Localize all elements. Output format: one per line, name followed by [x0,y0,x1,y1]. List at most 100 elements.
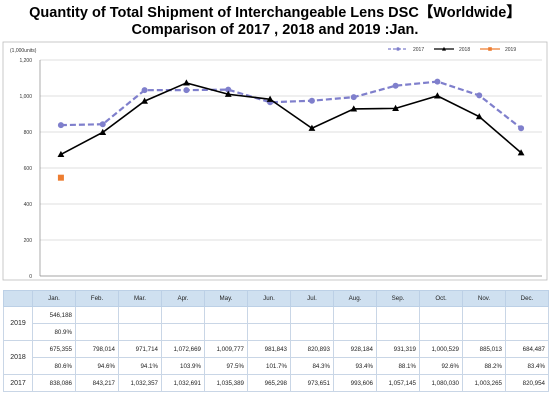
units-cell: 546,188 [32,306,76,324]
units-cell: 1,032,357 [118,374,162,392]
ratio-cell: 93.4% [333,357,377,375]
units-cell: 1,000,529 [419,340,463,358]
units-cell [505,306,549,324]
chart-title-line1: Quantity of Total Shipment of Interchang… [29,5,521,21]
ratio-cell [419,323,463,341]
y-tick-label: 0 [29,274,32,280]
ratio-cell [290,323,334,341]
ratio-cell: 103.9% [161,357,205,375]
point-2019 [57,174,64,181]
units-cell: 675,355 [32,340,76,358]
units-cell: 1,072,669 [161,340,205,358]
point-2018 [183,79,190,86]
month-header: Jan. [32,290,76,307]
table-row: 2017 838,086 843,217 1,032,357 1,032,691 1,03… [3,374,549,392]
month-header: Jun. [247,290,291,307]
units-cell [247,306,291,324]
legend-marker-2018 [442,46,446,51]
point-2018 [475,113,483,120]
point-2018 [266,95,274,102]
point-2017 [518,125,525,132]
units-cell [118,306,162,324]
units-cell: 971,714 [118,340,162,358]
units-cell: 684,487 [505,340,549,358]
point-2017 [141,87,148,94]
ratio-cell: 84.3% [290,357,334,375]
ratio-cell: 80.6% [32,357,76,375]
y-unit-label: (1,000units) [10,48,37,54]
units-cell: 820,954 [505,374,549,392]
month-header: Feb. [75,290,119,307]
y-tick-label: 1,000 [19,94,32,100]
legend-label-2018: 2018 [459,47,470,53]
legend-label-2019: 2019 [505,47,516,53]
chart-frame [2,41,548,281]
units-cell [333,306,377,324]
units-cell: 965,298 [247,374,291,392]
point-2017 [476,92,483,99]
data-table: Jan. Feb. Mar. Apr. May. Jun. Jul. Aug. Sep. Oct.… [3,290,549,392]
point-2017 [225,86,232,93]
ratio-cell: 94.1% [118,357,162,375]
units-cell [290,306,334,324]
units-cell [204,306,248,324]
ratio-cell: 88.1% [376,357,420,375]
ratio-cell: 80.9% [32,323,76,341]
units-cell: 843,217 [75,374,119,392]
y-tick-label: 200 [24,238,33,244]
units-cell: 973,651 [290,374,334,392]
chart-title-line2: Comparison of 2017 , 2018 and 2019 :Jan. [131,22,419,38]
units-cell: 820,893 [290,340,334,358]
ratio-cell: 94.6% [75,357,119,375]
legend-marker-2017 [396,47,400,51]
month-header: Jul. [290,290,334,307]
line-chart: 0 200 400 600 800 1,000 1,200 (1,000units) 2017 2… [2,41,548,281]
units-cell: 838,086 [32,374,76,392]
month-header: Oct. [419,290,463,307]
ratio-cell [376,323,420,341]
table-row: 2019 546,188 [3,306,549,341]
ratio-cell [333,323,377,341]
point-2018 [392,104,399,111]
units-cell [75,306,119,324]
series-line-2018 [60,82,522,156]
units-cell [419,306,463,324]
point-2018 [141,97,148,104]
point-2017 [57,122,64,129]
point-2017 [308,97,315,104]
ratio-cell: 101.7% [247,357,291,375]
ratio-cell: 88.2% [462,357,506,375]
point-2017 [183,87,190,94]
y-tick-label: 1,200 [19,58,32,64]
month-header: May. [204,290,248,307]
units-cell [376,306,420,324]
units-cell: 1,009,777 [204,340,248,358]
units-cell: 1,080,030 [419,374,463,392]
point-2018 [224,90,232,97]
year-label: 2017 [3,374,33,392]
corner-cell [3,290,33,307]
point-2018 [434,92,441,99]
month-header: Sep. [376,290,420,307]
year-label: 2019 [3,306,33,341]
series-line-2017 [60,80,522,130]
units-cell: 993,606 [333,374,377,392]
point-2017 [99,121,106,128]
month-header: Mar. [118,290,162,307]
month-header: Nov. [462,290,506,307]
ratio-cell [161,323,205,341]
units-cell: 1,003,265 [462,374,506,392]
month-header: Aug. [333,290,377,307]
table-row: 80.6% 94.6% 94.1% 103.9% 97.5% 101.7% 84.3% 93.… [4,357,549,375]
units-cell: 928,184 [333,340,377,358]
ratio-cell: 92.6% [419,357,463,375]
units-cell [161,306,205,324]
point-2018 [350,105,358,112]
units-cell: 885,013 [462,340,506,358]
units-cell: 931,319 [376,340,420,358]
y-tick-label: 400 [24,202,33,208]
units-cell [462,306,506,324]
table-row: 2018 675,355 798,014 971,714 1,072,669 1,009,… [3,340,549,375]
point-2018 [517,149,525,156]
year-label: 2018 [3,340,33,375]
